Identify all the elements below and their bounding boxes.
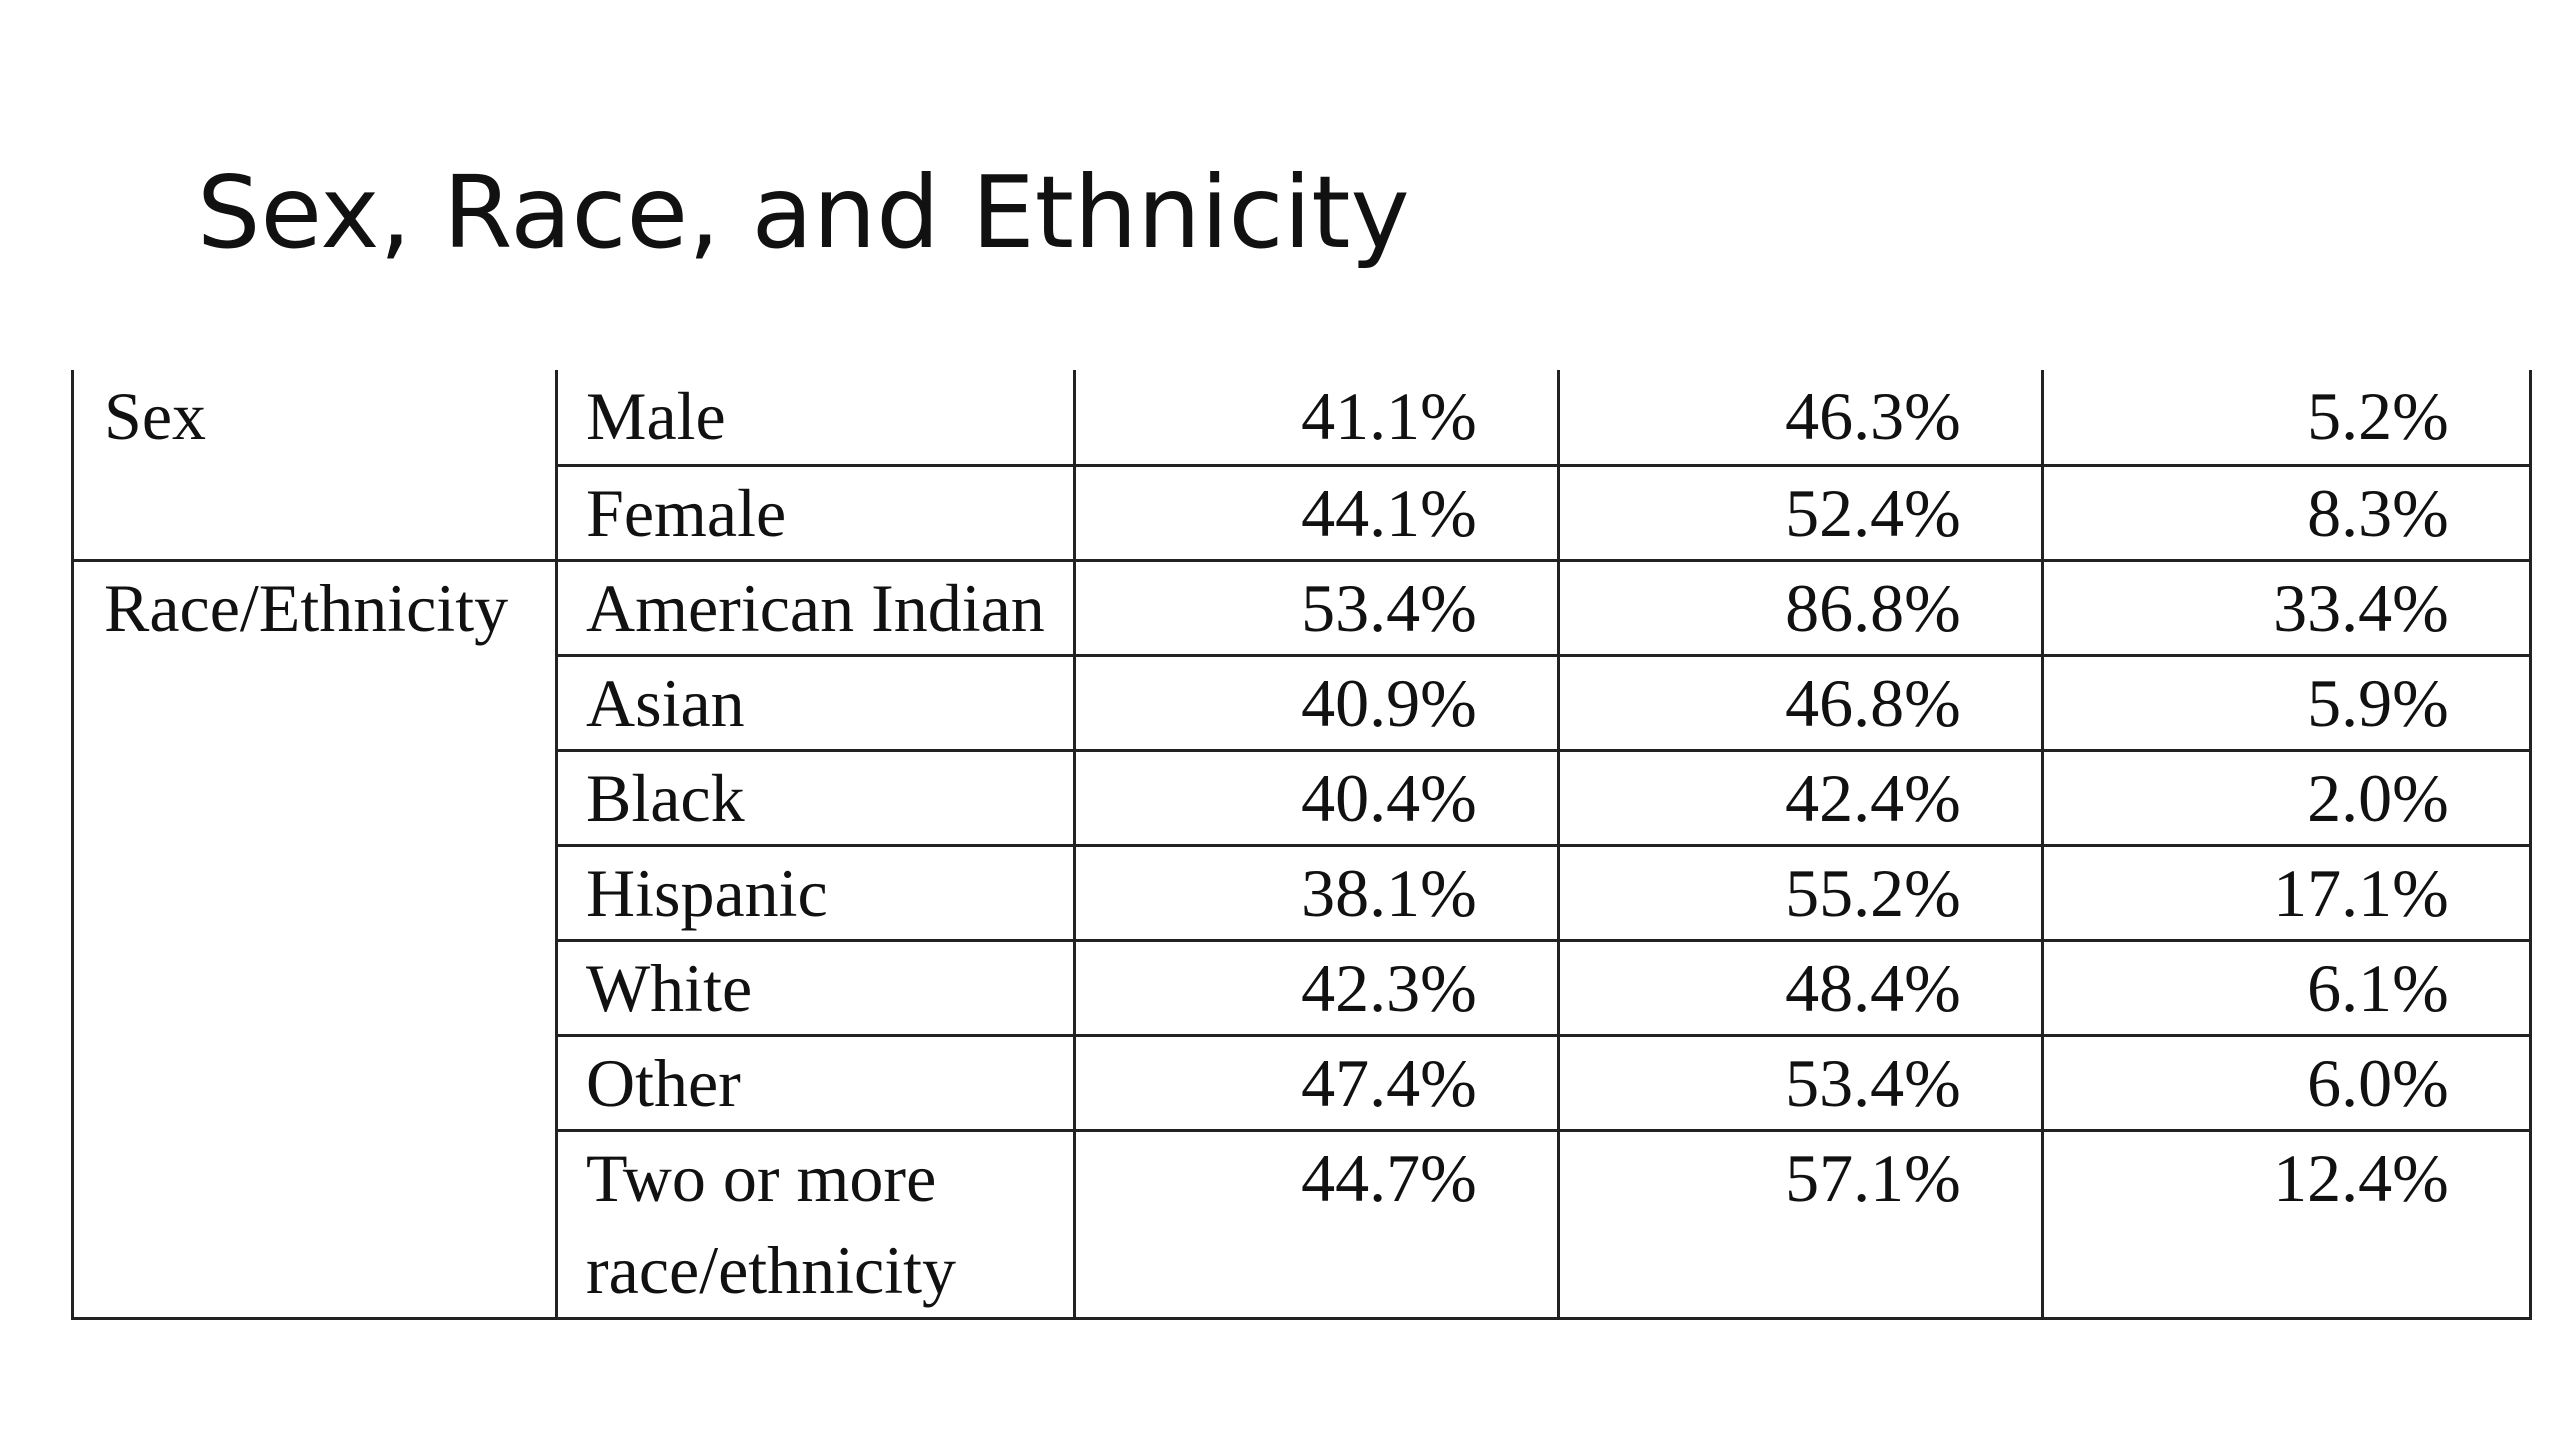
value-cell: 46.3% xyxy=(1556,370,2044,467)
value-cell: 6.0% xyxy=(2040,1033,2532,1132)
value-cell: 48.4% xyxy=(1556,938,2044,1037)
value-cell: 40.4% xyxy=(1072,748,1560,847)
value-cell: 5.9% xyxy=(2040,653,2532,752)
category-cell: American Indian xyxy=(555,558,1076,657)
value-cell: 42.4% xyxy=(1556,748,2044,847)
value-cell: 47.4% xyxy=(1072,1033,1560,1132)
value-cell: 2.0% xyxy=(2040,748,2532,847)
table-row: Asian 40.9% 46.8% 5.9% xyxy=(73,653,2532,752)
value-cell: 40.9% xyxy=(1072,653,1560,752)
table-row: Black 40.4% 42.4% 2.0% xyxy=(73,748,2532,847)
value-cell: 5.2% xyxy=(2040,370,2532,467)
category-cell: Hispanic xyxy=(555,843,1076,942)
table-row: Female 44.1% 52.4% 8.3% xyxy=(73,463,2532,562)
value-cell: 8.3% xyxy=(2040,463,2532,562)
value-cell: 44.7% xyxy=(1072,1128,1560,1320)
table-row: White 42.3% 48.4% 6.1% xyxy=(73,938,2532,1037)
table-row: Race/Ethnicity American Indian 53.4% 86.… xyxy=(71,558,2532,1320)
value-cell: 46.8% xyxy=(1556,653,2044,752)
category-cell: Two or more race/ethnicity xyxy=(555,1128,1076,1320)
category-cell: Other xyxy=(555,1033,1076,1132)
value-cell: 6.1% xyxy=(2040,938,2532,1037)
value-cell: 52.4% xyxy=(1556,463,2044,562)
value-cell: 12.4% xyxy=(2040,1128,2532,1320)
group-label-race: Race/Ethnicity xyxy=(71,558,558,1320)
table-row: Two or more race/ethnicity 44.7% 57.1% 1… xyxy=(73,1128,2532,1320)
value-cell: 33.4% xyxy=(2040,558,2532,657)
data-table: Sex Male 41.1% 46.3% 5.2% Female 44.1% 5… xyxy=(71,370,2532,1320)
category-cell: White xyxy=(555,938,1076,1037)
value-cell: 55.2% xyxy=(1556,843,2044,942)
table-row: Sex Male 41.1% 46.3% 5.2% xyxy=(71,370,2532,562)
value-cell: 86.8% xyxy=(1556,558,2044,657)
value-cell: 42.3% xyxy=(1072,938,1560,1037)
value-cell: 53.4% xyxy=(1072,558,1560,657)
value-cell: 17.1% xyxy=(2040,843,2532,942)
slide-title: Sex, Race, and Ethnicity xyxy=(197,154,1410,271)
value-cell: 38.1% xyxy=(1072,843,1560,942)
value-cell: 57.1% xyxy=(1556,1128,2044,1320)
value-cell: 41.1% xyxy=(1072,370,1560,467)
category-cell: Black xyxy=(555,748,1076,847)
value-cell: 53.4% xyxy=(1556,1033,2044,1132)
value-cell: 44.1% xyxy=(1072,463,1560,562)
category-cell: Asian xyxy=(555,653,1076,752)
table-row: Hispanic 38.1% 55.2% 17.1% xyxy=(73,843,2532,942)
table-row: Other 47.4% 53.4% 6.0% xyxy=(73,1033,2532,1132)
category-cell: Female xyxy=(555,463,1076,562)
category-cell: Male xyxy=(555,370,1076,467)
data-table-container: Sex Male 41.1% 46.3% 5.2% Female 44.1% 5… xyxy=(71,370,2532,1320)
group-label-sex: Sex xyxy=(71,370,558,562)
